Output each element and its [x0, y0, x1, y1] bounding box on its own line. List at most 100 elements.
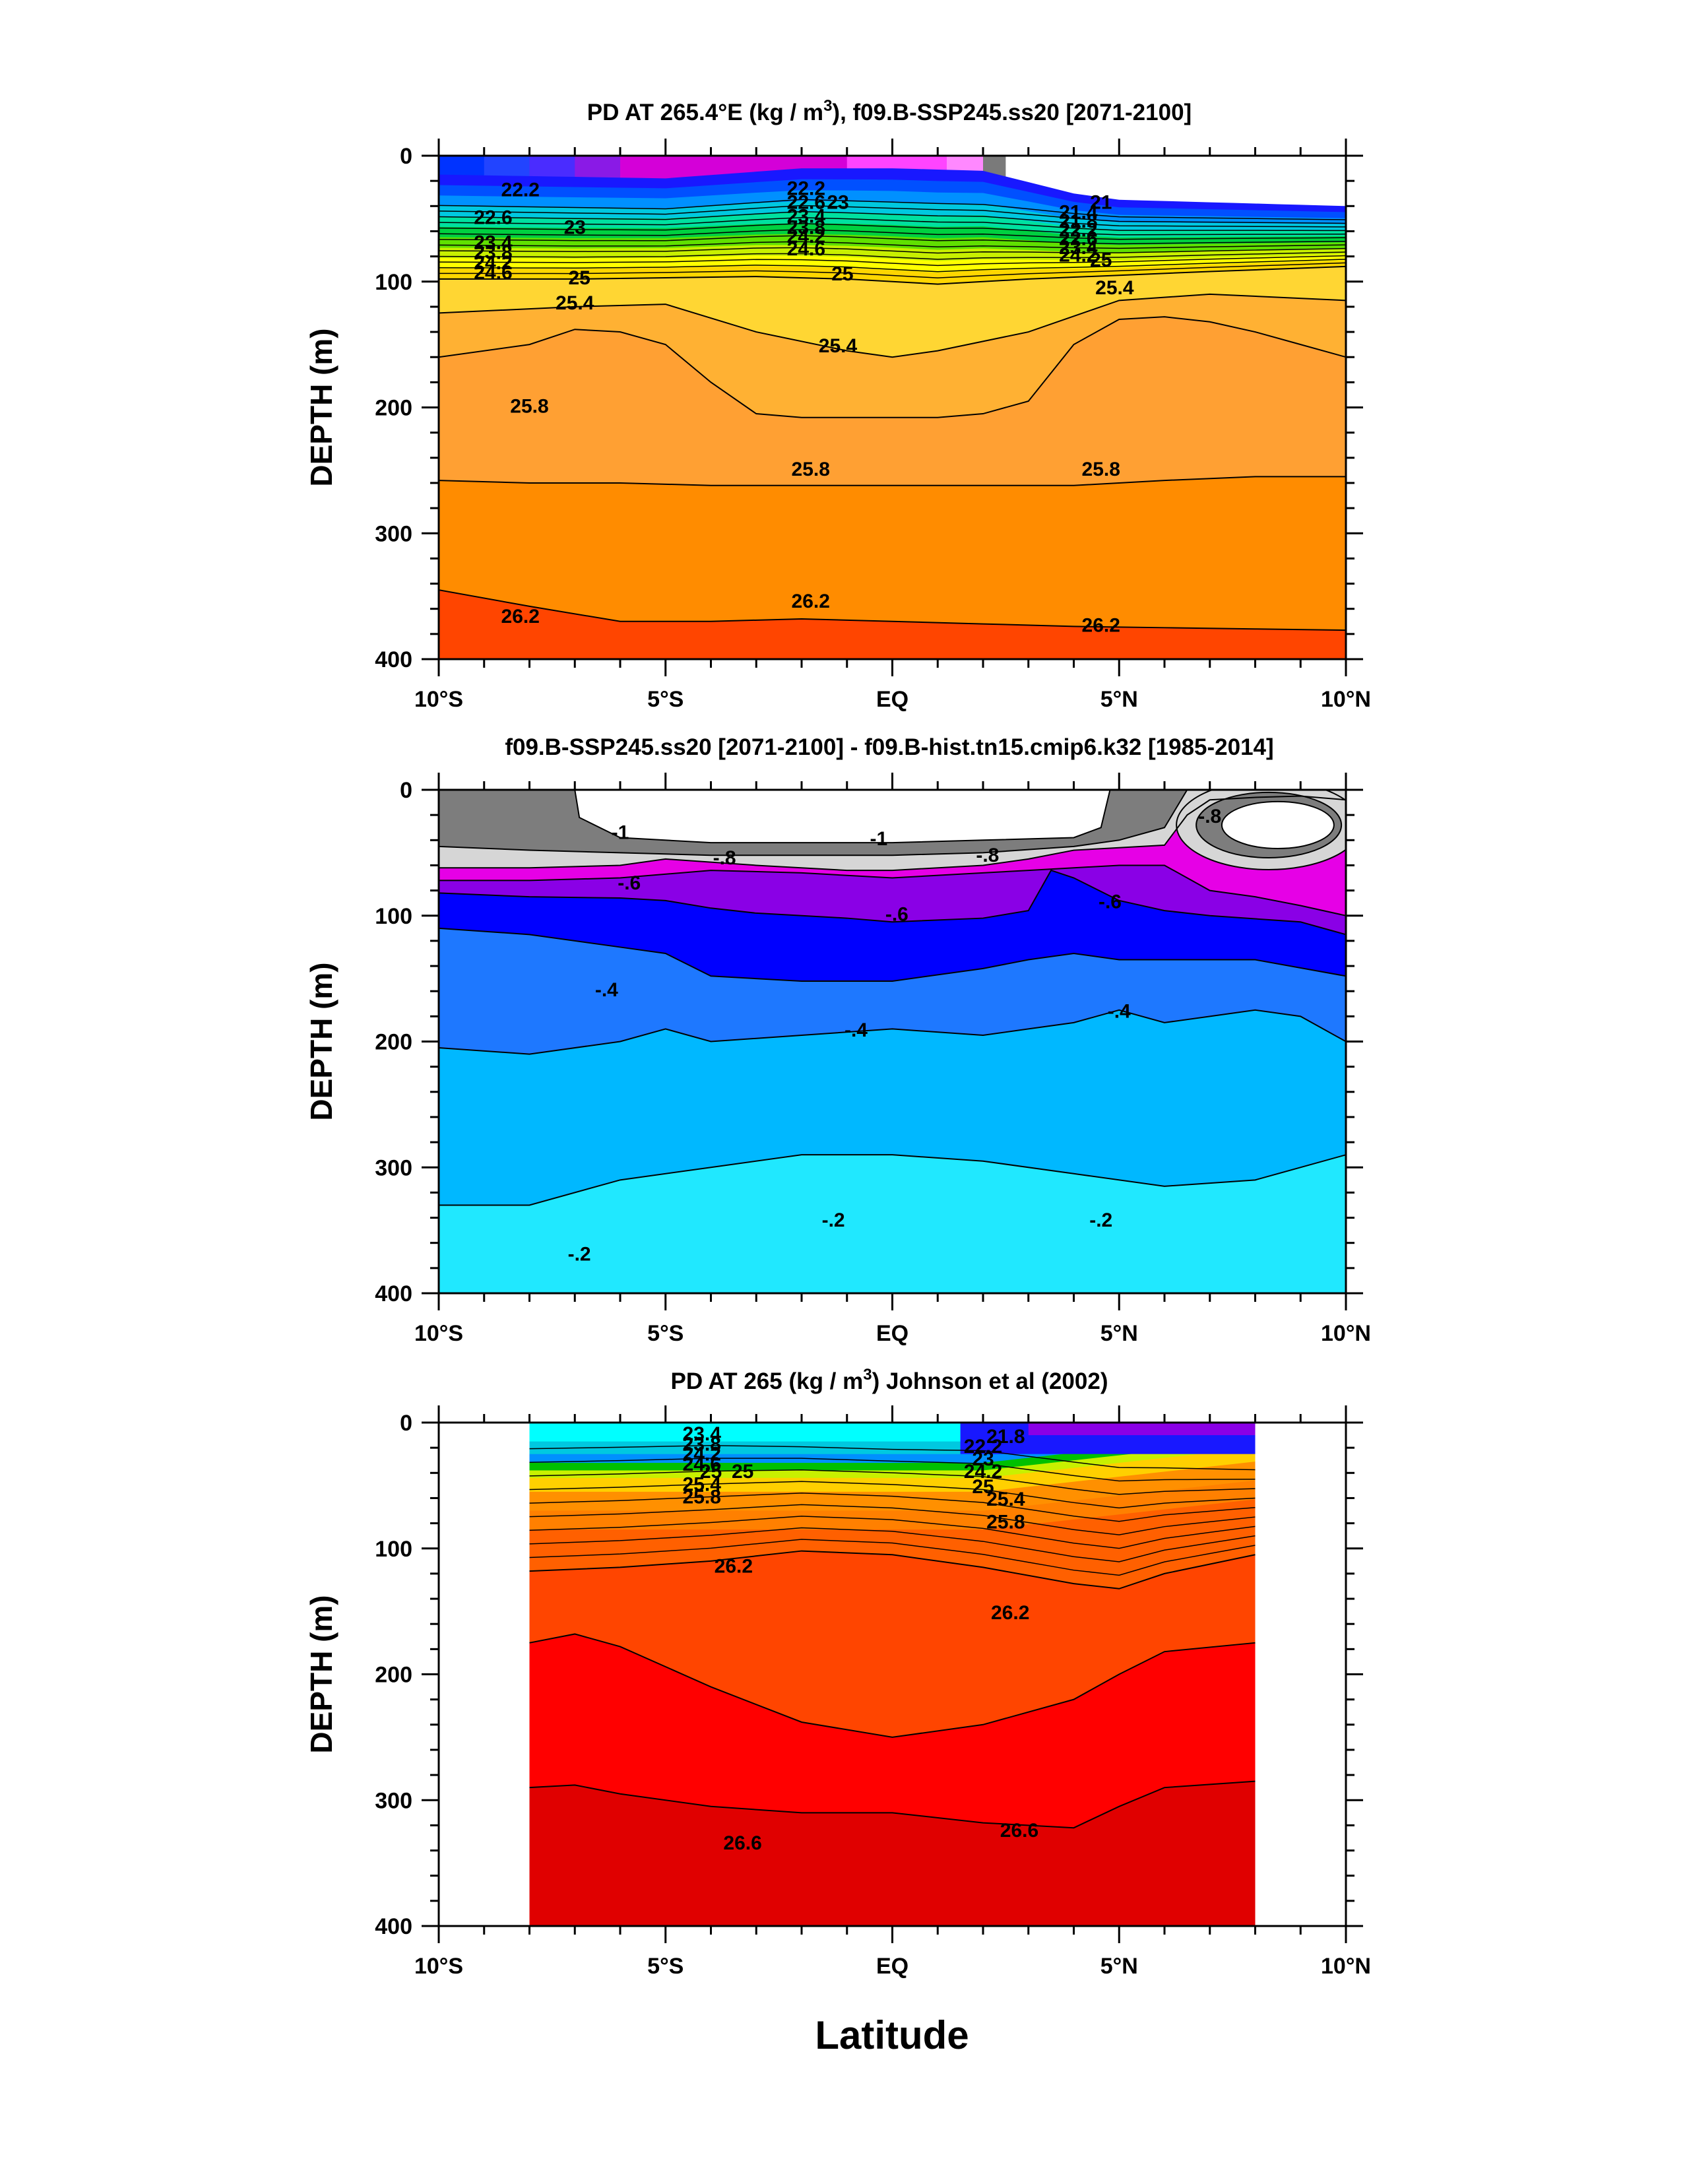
- contour-line: [439, 235, 1346, 245]
- contour-label: -.2: [1089, 1209, 1112, 1231]
- contour-line: [439, 869, 1346, 936]
- contour-label: 26.2: [1082, 614, 1120, 636]
- contour-label: 25: [831, 263, 853, 285]
- y-tick-label: 400: [375, 1914, 412, 1939]
- contour-label: 22.6: [1059, 228, 1097, 250]
- contour-label: 25.8: [986, 1512, 1025, 1533]
- x-tick-label: 5°S: [647, 1321, 684, 1346]
- x-tick-label: 10°N: [1321, 1954, 1371, 1979]
- y-tick-label: 200: [375, 396, 412, 421]
- contour-label: 25.4: [986, 1489, 1025, 1510]
- density-band: [439, 476, 1346, 659]
- contour-label: 24.2: [1059, 245, 1097, 267]
- y-tick-label: 400: [375, 1281, 412, 1306]
- panel-1-plot: [439, 156, 1346, 659]
- contour-label: 25: [972, 1476, 994, 1498]
- contour-label: 22.6: [474, 207, 512, 228]
- contour-label: 26.2: [792, 591, 830, 612]
- panel-1-title: PD AT 265.4°E (kg / m3), f09.B-SSP245.ss…: [587, 97, 1192, 125]
- contour-line: [529, 1516, 1256, 1549]
- panel-2-title: f09.B-SSP245.ss20 [2071-2100] - f09.B-hi…: [505, 734, 1273, 760]
- contour-label: 25: [1090, 249, 1112, 271]
- contour-label: -.4: [844, 1019, 868, 1041]
- contour-label: 26.2: [991, 1602, 1029, 1624]
- y-tick-label: 200: [375, 1030, 412, 1055]
- contour-line: [439, 251, 1346, 260]
- contour-label: 24.2: [787, 226, 825, 247]
- contour-line: [439, 241, 1346, 249]
- contour-label: 26.2: [715, 1555, 753, 1577]
- contour-label: -.8: [713, 847, 736, 869]
- contour-line: [529, 1469, 1256, 1495]
- contour-label: 21.8: [986, 1426, 1025, 1448]
- y-axis-label: DEPTH (m): [304, 962, 338, 1120]
- contour-line: [439, 262, 1346, 278]
- contour-label: -1: [612, 822, 629, 844]
- contour-label: 23: [972, 1448, 994, 1470]
- contour-line: [439, 795, 1346, 872]
- contour-label: 25: [568, 267, 590, 289]
- x-tick-label: 5°S: [647, 687, 684, 712]
- contour-line: [439, 1154, 1346, 1206]
- y-tick-label: 400: [375, 647, 412, 672]
- y-tick-label: 300: [375, 521, 412, 546]
- contour-label: 25: [700, 1461, 722, 1483]
- x-axis-label: Latitude: [815, 2013, 969, 2057]
- contour-label: 23.4: [474, 232, 513, 253]
- contour-line: [439, 229, 1346, 240]
- contour-line: [439, 864, 1346, 916]
- x-tick-label: 10°S: [414, 1321, 463, 1346]
- x-tick-label: 5°S: [647, 1954, 684, 1979]
- contour-line: [529, 1458, 1256, 1482]
- y-tick-label: 100: [375, 1537, 412, 1562]
- contour-label: 23.8: [474, 242, 512, 264]
- contour-label: 25.4: [819, 335, 858, 357]
- contour-label: 25.8: [510, 395, 548, 417]
- x-tick-label: 5°N: [1100, 1321, 1138, 1346]
- y-tick-label: 0: [400, 778, 412, 803]
- contour-label: 25.8: [792, 459, 830, 480]
- x-tick-label: 10°N: [1321, 1321, 1371, 1346]
- panel-2-plot: [439, 790, 1346, 1293]
- contour-line: [439, 293, 1346, 358]
- density-band: [439, 1155, 1346, 1293]
- contour-label: -.4: [595, 979, 618, 1001]
- y-tick-label: 300: [375, 1155, 412, 1180]
- x-tick-label: 5°N: [1100, 687, 1138, 712]
- contour-label: 25.4: [556, 292, 594, 314]
- contour-label: 25.4: [1095, 277, 1134, 299]
- contour-label: 23.4: [787, 205, 826, 227]
- panel-3: PD AT 265 (kg / m3) Johnson et al (2002)…: [304, 1366, 1371, 1979]
- contour-line: [439, 210, 1346, 228]
- density-band: [529, 1781, 1256, 1926]
- contour-label: -1: [870, 828, 888, 850]
- x-tick-label: 5°N: [1100, 1954, 1138, 1979]
- contour-line: [529, 1493, 1256, 1522]
- contour-label: 26.6: [723, 1832, 761, 1854]
- contour-label: -.6: [618, 872, 641, 894]
- contour-label: 24.2: [474, 252, 512, 274]
- contour-label: 23.8: [683, 1433, 721, 1455]
- contour-label: 25: [732, 1461, 753, 1483]
- contour-label: 26.6: [1000, 1820, 1038, 1842]
- contour-line: [439, 205, 1346, 224]
- contour-line: [529, 1527, 1256, 1562]
- x-tick-label: 10°N: [1321, 687, 1371, 712]
- y-tick-label: 100: [375, 270, 412, 295]
- y-axis-label: DEPTH (m): [304, 328, 338, 486]
- contour-line: [439, 476, 1346, 486]
- y-tick-label: 200: [375, 1663, 412, 1688]
- contour-label: 25.4: [683, 1473, 722, 1495]
- contour-line: [529, 1633, 1256, 1738]
- closed-contour: [1221, 800, 1335, 850]
- x-tick-label: EQ: [876, 1321, 908, 1346]
- contour-label: 22.2: [1059, 219, 1097, 241]
- contour-label: 23.4: [1059, 237, 1098, 259]
- panel-3-contour-labels: 23.423.824.224.625 2525.425.821.822.22324…: [683, 1423, 1039, 1854]
- contour-line: [439, 199, 1346, 220]
- contour-label: 24.2: [964, 1461, 1002, 1483]
- contour-line: [529, 1550, 1256, 1590]
